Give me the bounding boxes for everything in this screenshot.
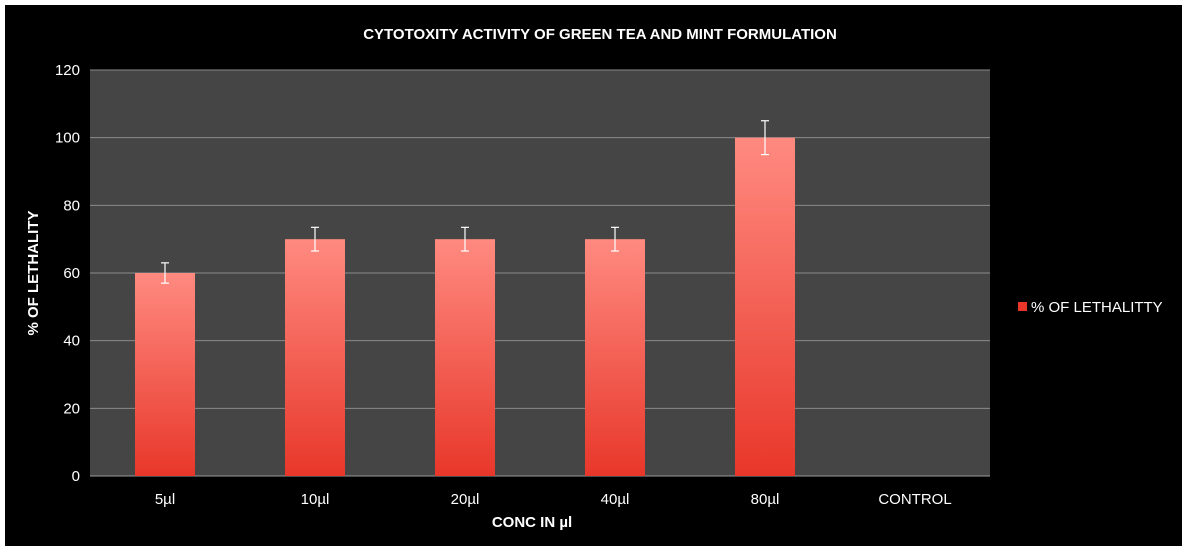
legend-swatch (1018, 302, 1027, 311)
bar (735, 137, 795, 476)
bar (585, 239, 645, 476)
gridlines (90, 69, 990, 477)
bar (435, 239, 495, 476)
x-tick-label: 10µl (301, 491, 330, 508)
y-tick-label: 60 (63, 265, 80, 282)
chart-title: CYTOTOXITY ACTIVITY OF GREEN TEA AND MIN… (363, 26, 837, 43)
error-bar (461, 226, 469, 252)
y-tick-label: 120 (55, 62, 80, 79)
x-tick-label: 80µl (751, 491, 780, 508)
error-bar (611, 226, 619, 252)
legend: % OF LETHALITTY (1018, 299, 1163, 316)
y-tick-label: 0 (72, 468, 80, 485)
y-axis-title: % OF LETHALITY (25, 211, 42, 336)
x-tick-label: 20µl (451, 491, 480, 508)
x-axis-title: CONC IN µl (492, 514, 572, 531)
error-bar (161, 262, 169, 284)
legend-label: % OF LETHALITTY (1031, 299, 1163, 316)
y-tick-label: 40 (63, 333, 80, 350)
bar (135, 273, 195, 476)
bars (135, 120, 795, 476)
x-tick-label: 5µl (155, 491, 175, 508)
x-tick-label: CONTROL (878, 491, 951, 508)
y-tick-label: 20 (63, 400, 80, 417)
x-tick-label: 40µl (601, 491, 630, 508)
x-axis-ticks: 5µl 10µl 20µl 40µl 80µl CONTROL (155, 491, 952, 508)
error-bar (311, 226, 319, 252)
y-tick-label: 80 (63, 197, 80, 214)
bar (285, 239, 345, 476)
y-axis-ticks: 0 20 40 60 80 100 120 (55, 62, 80, 485)
error-bar (761, 120, 769, 156)
y-tick-label: 100 (55, 130, 80, 147)
